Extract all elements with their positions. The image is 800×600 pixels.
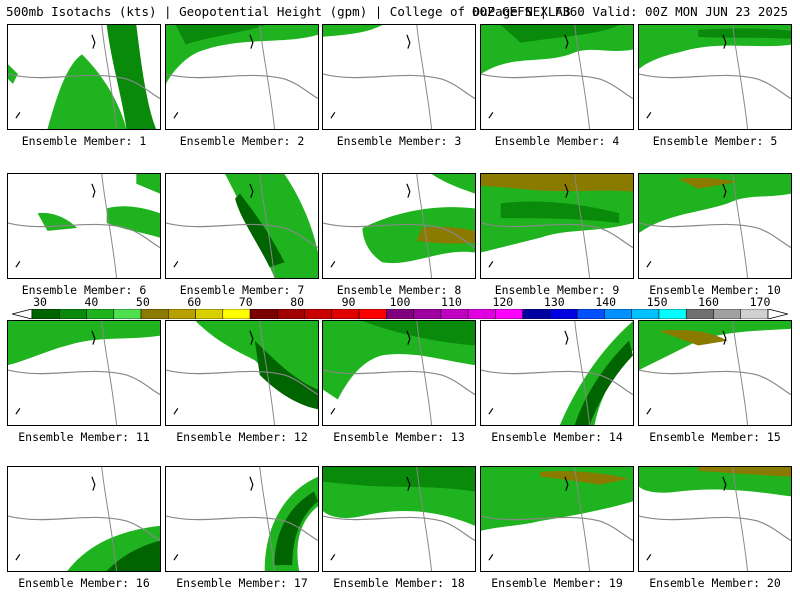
ensemble-member-map-17 — [165, 466, 319, 572]
ensemble-member-label: Ensemble Member: 17 — [176, 576, 308, 590]
color-scale-tick-label: 170 — [749, 295, 771, 309]
ensemble-member-map-9 — [480, 173, 634, 279]
ensemble-member-map-2 — [165, 24, 319, 130]
map-title: 500mb Isotachs (kts) | Geopotential Heig… — [6, 4, 571, 19]
ensemble-member-label: Ensemble Member: 12 — [176, 430, 308, 444]
ensemble-member-label: Ensemble Member: 1 — [21, 134, 147, 148]
color-scale-tick-label: 130 — [543, 295, 565, 309]
ensemble-member-label: Ensemble Member: 4 — [494, 134, 620, 148]
ensemble-member-label: Ensemble Member: 8 — [336, 283, 462, 297]
color-scale-tick-label: 120 — [492, 295, 514, 309]
ensemble-member-label: Ensemble Member: 11 — [18, 430, 150, 444]
ensemble-member-map-12 — [165, 320, 319, 426]
ensemble-member-map-7 — [165, 173, 319, 279]
ensemble-member-label: Ensemble Member: 20 — [649, 576, 781, 590]
ensemble-member-label: Ensemble Member: 16 — [18, 576, 150, 590]
ensemble-member-map-4 — [480, 24, 634, 130]
color-scale-tick-label: 50 — [135, 295, 150, 309]
ensemble-member-map-13 — [322, 320, 476, 426]
ensemble-member-map-11 — [7, 320, 161, 426]
ensemble-member-map-18 — [322, 466, 476, 572]
run-valid-time: 00Z GEFS | F360 Valid: 00Z MON JUN 23 20… — [471, 4, 788, 19]
color-scale-tick-label: 160 — [698, 295, 719, 309]
color-scale-bar — [12, 309, 788, 319]
color-scale-tick-label: 110 — [441, 295, 462, 309]
ensemble-member-map-10 — [638, 173, 792, 279]
ensemble-member-label: Ensemble Member: 2 — [179, 134, 305, 148]
ensemble-member-label: Ensemble Member: 6 — [21, 283, 147, 297]
ensemble-member-map-19 — [480, 466, 634, 572]
ensemble-member-map-1 — [7, 24, 161, 130]
ensemble-member-label: Ensemble Member: 3 — [336, 134, 462, 148]
ensemble-member-map-14 — [480, 320, 634, 426]
ensemble-member-label: Ensemble Member: 15 — [649, 430, 781, 444]
color-scale-tick-label: 100 — [389, 295, 411, 309]
ensemble-member-map-16 — [7, 466, 161, 572]
ensemble-member-label: Ensemble Member: 10 — [649, 283, 781, 297]
color-scale-tick-label: 140 — [595, 295, 617, 309]
ensemble-member-label: Ensemble Member: 14 — [491, 430, 623, 444]
ensemble-member-label: Ensemble Member: 18 — [333, 576, 465, 590]
ensemble-member-map-20 — [638, 466, 792, 572]
ensemble-member-map-15 — [638, 320, 792, 426]
ensemble-member-map-8 — [322, 173, 476, 279]
color-scale-tick-label: 80 — [290, 295, 305, 309]
color-scale-tick-label: 40 — [84, 295, 99, 309]
ensemble-member-label: Ensemble Member: 19 — [491, 576, 623, 590]
ensemble-member-map-5 — [638, 24, 792, 130]
color-scale-tick-label: 150 — [646, 295, 668, 309]
color-scale-tick-label: 90 — [341, 295, 356, 309]
color-scale-tick-label: 70 — [238, 295, 253, 309]
ensemble-member-label: Ensemble Member: 13 — [333, 430, 465, 444]
ensemble-member-label: Ensemble Member: 7 — [179, 283, 305, 297]
ensemble-member-label: Ensemble Member: 9 — [494, 283, 620, 297]
ensemble-member-label: Ensemble Member: 5 — [652, 134, 778, 148]
color-scale-tick-label: 30 — [33, 295, 47, 309]
ensemble-member-map-3 — [322, 24, 476, 130]
color-scale-tick-label: 60 — [187, 295, 202, 309]
ensemble-member-map-6 — [7, 173, 161, 279]
